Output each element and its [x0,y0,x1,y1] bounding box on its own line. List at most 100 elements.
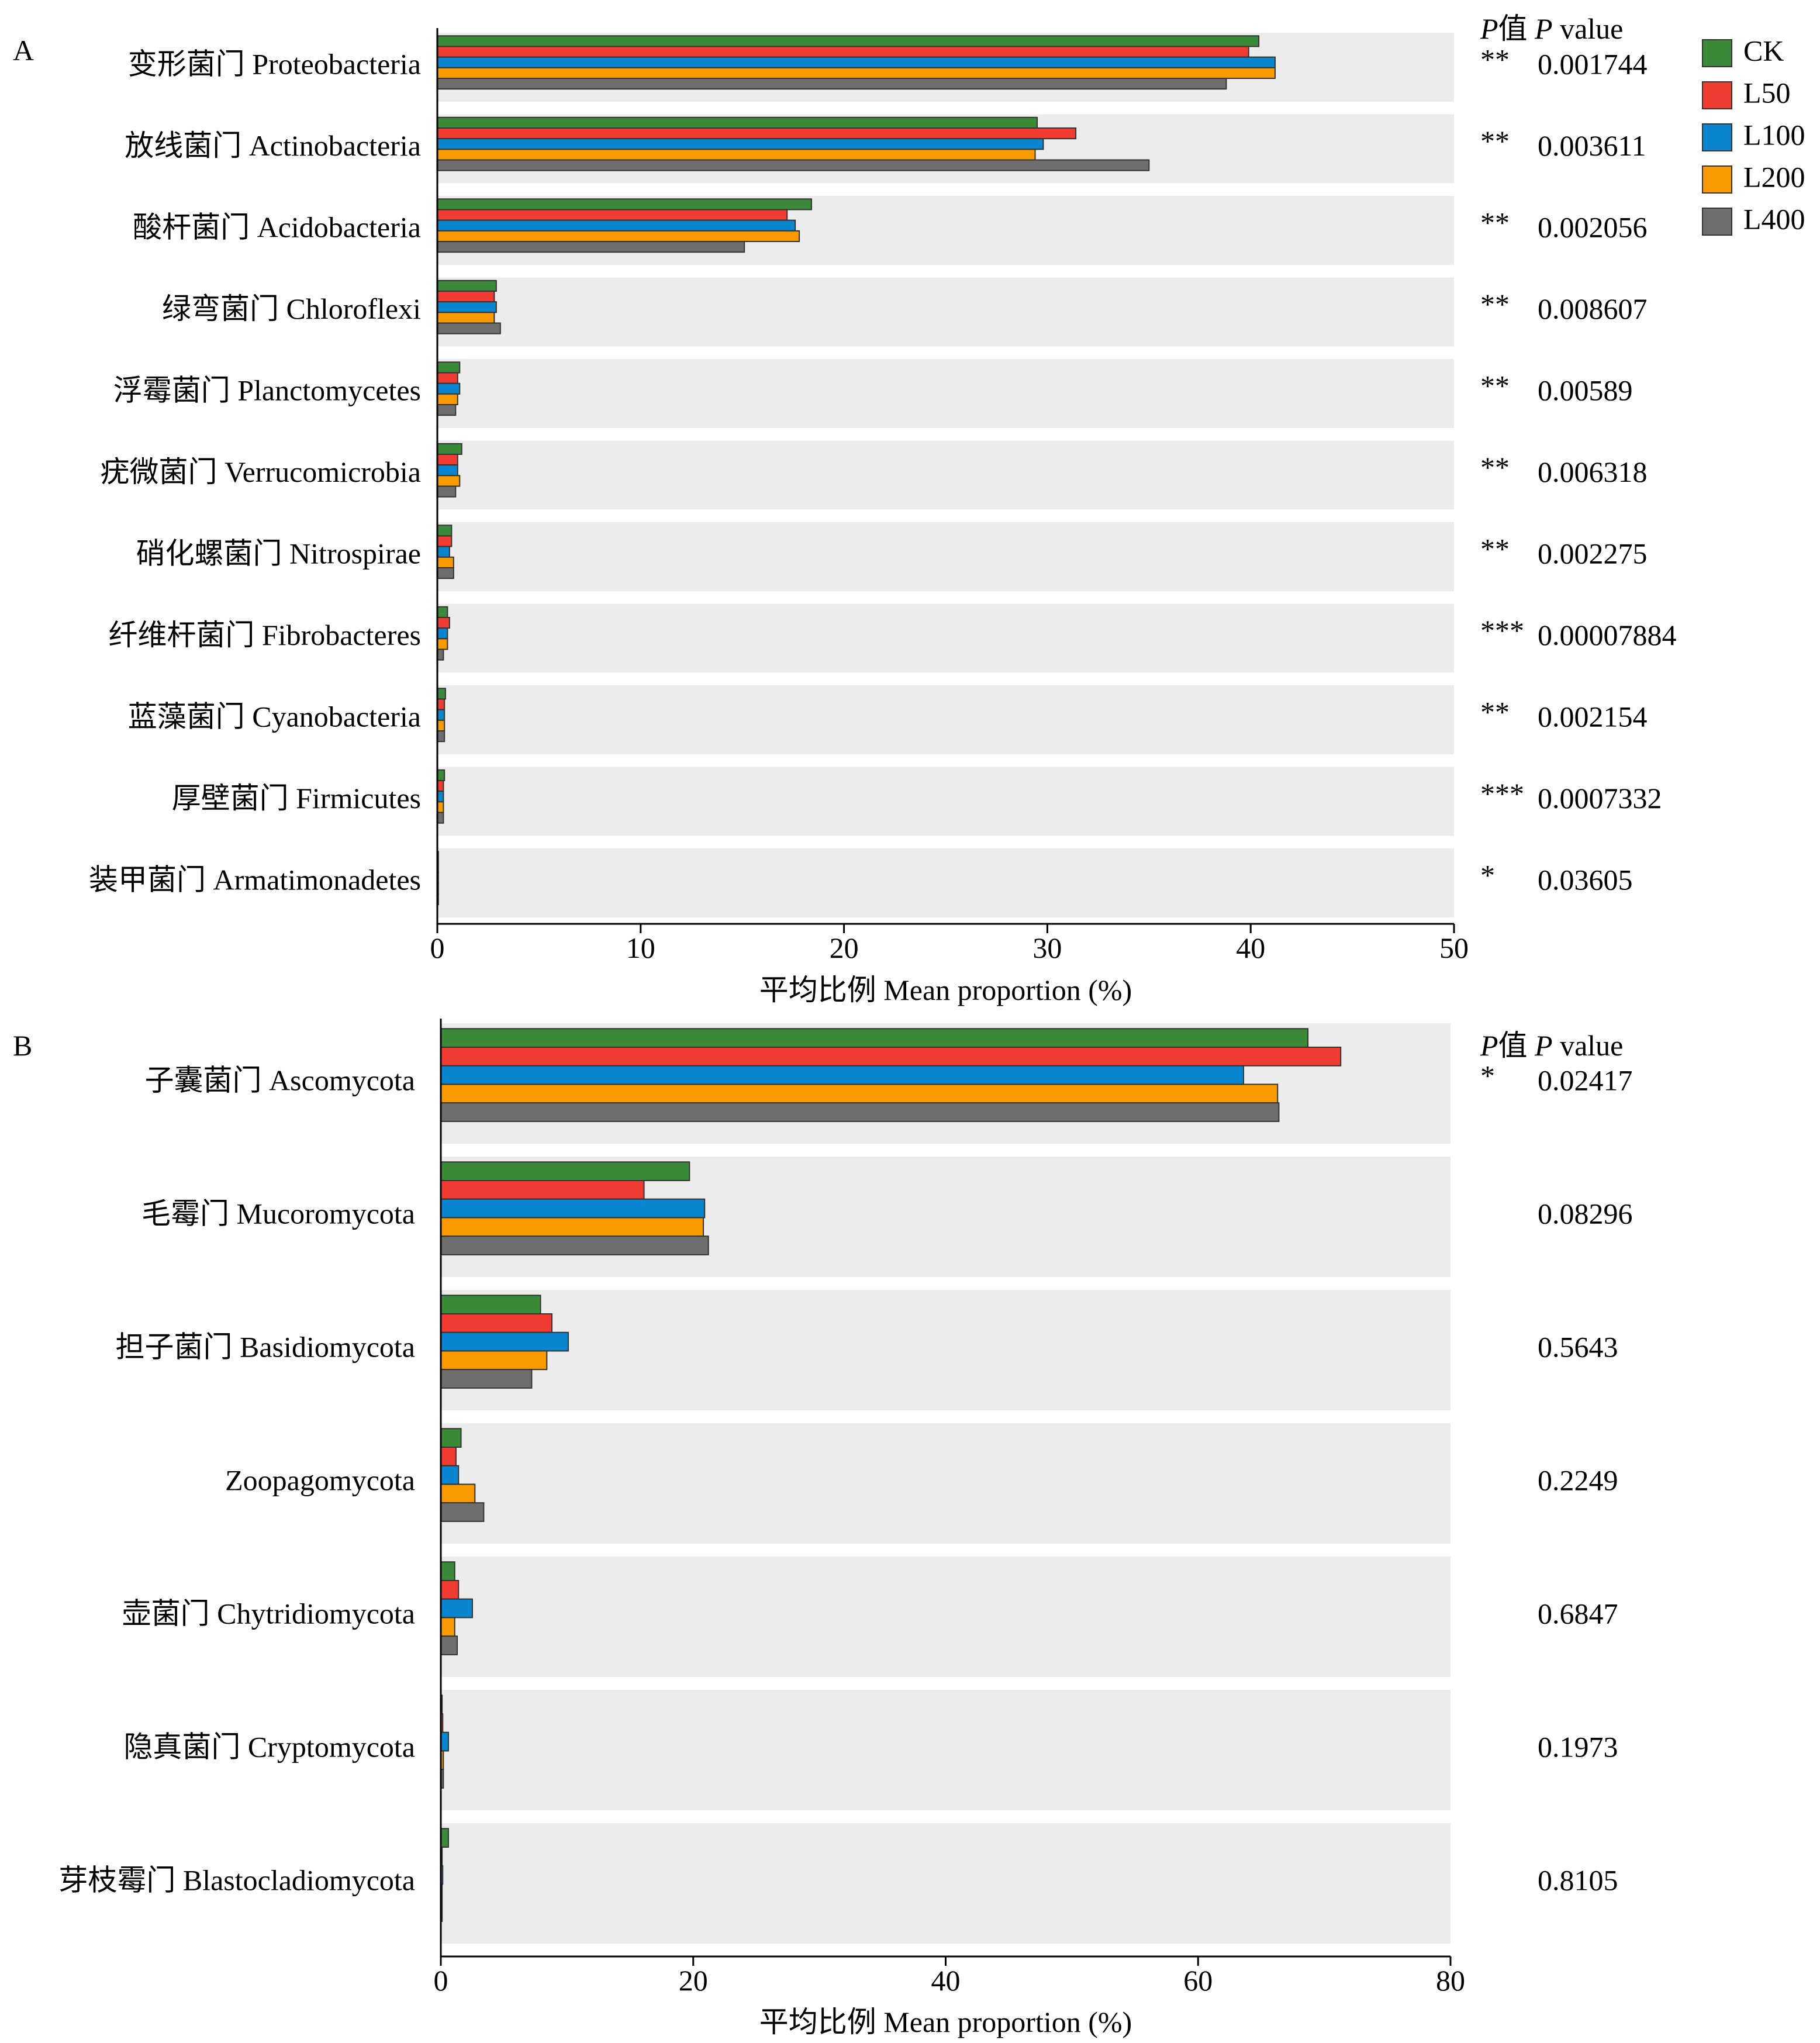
bar-l200 [437,393,458,405]
category-label: 厚壁菌门 Firmicutes [172,782,421,815]
p-value-header-italic: P [1534,12,1553,45]
category-band [437,767,1454,836]
bar-l50 [437,535,453,547]
bar-l100 [440,1465,460,1485]
legend-swatch-ck [1702,39,1732,67]
category-label: 变形菌门 Proteobacteria [128,47,421,80]
legend-swatch-l50 [1702,81,1732,109]
bar-l400 [437,322,501,334]
bar-l400 [437,240,745,253]
bar-l200 [437,556,454,568]
bar-l50 [437,453,458,466]
bar-ck [437,35,1260,47]
significance-mark: ** [1480,125,1510,157]
category-label: 蓝藻菌门 Cyanobacteria [128,700,421,733]
bar-ck [440,1161,690,1181]
bar-l50 [440,1446,457,1466]
x-tick-label: 20 [830,931,859,964]
x-tick-label: 20 [679,1964,708,1997]
p-value-header-text: 值 [1498,1029,1535,1062]
bar-ck [437,279,497,292]
bar-l400 [437,77,1227,90]
x-tick-label: 0 [430,931,445,964]
panel-label: B [13,1029,32,1062]
bar-l50 [440,1179,645,1200]
bar-ck [440,1561,455,1581]
bar-l400 [440,1369,533,1389]
bar-l100 [440,1731,449,1752]
bar-l200 [437,149,1036,161]
bar-l100 [437,138,1044,150]
p-value-header-text: 值 [1498,12,1535,45]
bar-l200 [437,801,444,813]
p-value-header-italic: P [1534,1029,1553,1062]
category-band [441,1557,1451,1677]
category-band [441,1690,1451,1810]
bar-l100 [437,56,1276,68]
bar-l400 [440,1502,485,1522]
bar-l100 [440,1198,706,1219]
bar-l200 [437,312,495,324]
bar-l100 [437,791,444,803]
bar-l50 [440,1313,552,1333]
p-value: 0.02417 [1538,1064,1633,1096]
legend-swatch-l400 [1702,208,1732,236]
bar-l100 [440,1065,1244,1085]
significance-mark: ** [1480,43,1510,75]
p-value: 0.003611 [1538,129,1646,162]
p-value: 0.03605 [1538,863,1633,896]
bar-ck [437,688,446,700]
category-label: 子囊菌门 Ascomycota [145,1064,415,1096]
category-label: 纤维杆菌门 Fibrobacteres [108,619,421,651]
bar-l100 [440,1598,473,1618]
bar-l100 [437,709,445,721]
significance-mark: ** [1480,695,1510,728]
bar-l50 [437,209,788,221]
significance-mark: ** [1480,451,1510,484]
p-value-header-text: value [1553,1029,1624,1062]
category-label: 硝化螺菌门 Nitrospirae [136,537,421,570]
p-value: 0.5643 [1538,1330,1618,1363]
p-value-header: P值 P value [1480,12,1623,45]
bar-ck [440,1028,1309,1048]
bar-l400 [437,812,444,824]
bar-ck [440,1428,462,1448]
bar-l100 [437,301,497,313]
p-value: 0.2249 [1538,1464,1618,1496]
category-label: 浮霉菌门 Planctomycetes [113,374,421,406]
bar-l50 [437,698,445,710]
category-band [437,359,1454,428]
p-value-header-italic: P [1480,12,1498,45]
bar-l200 [440,1217,704,1237]
bar-l100 [437,627,448,640]
bar-l100 [440,1331,569,1352]
significance-mark: *** [1480,614,1524,647]
significance-mark: ** [1480,206,1510,239]
bar-l100 [437,382,461,395]
bar-l200 [437,719,445,731]
legend-swatch-l100 [1702,123,1732,151]
bar-l100 [437,546,450,558]
category-label: 疣微菌门 Verrucomicrobia [101,455,421,488]
legend-swatch-l200 [1702,165,1732,194]
legend: CK L50 L100 L200 L400 [1702,34,1805,236]
p-value: 0.08296 [1538,1197,1633,1230]
x-axis-title: 平均比例 Mean proportion (%) [759,2006,1132,2038]
significance-mark: * [1480,858,1495,891]
bar-ck [437,361,461,374]
category-label: 装甲菌门 Armatimonadetes [89,863,421,896]
bar-l400 [440,1635,458,1655]
bar-l200 [440,1483,476,1504]
legend-label: L400 [1743,202,1805,235]
bar-l50 [437,46,1249,58]
p-value: 0.002275 [1538,537,1648,570]
p-value: 0.0007332 [1538,782,1662,815]
p-value: 0.1973 [1538,1730,1618,1763]
significance-mark: ** [1480,532,1510,565]
category-band [437,440,1454,510]
bar-l200 [437,475,461,487]
significance-mark: ** [1480,369,1510,402]
p-value-header: P值 P value [1480,1029,1623,1062]
legend-label: L200 [1743,160,1805,193]
